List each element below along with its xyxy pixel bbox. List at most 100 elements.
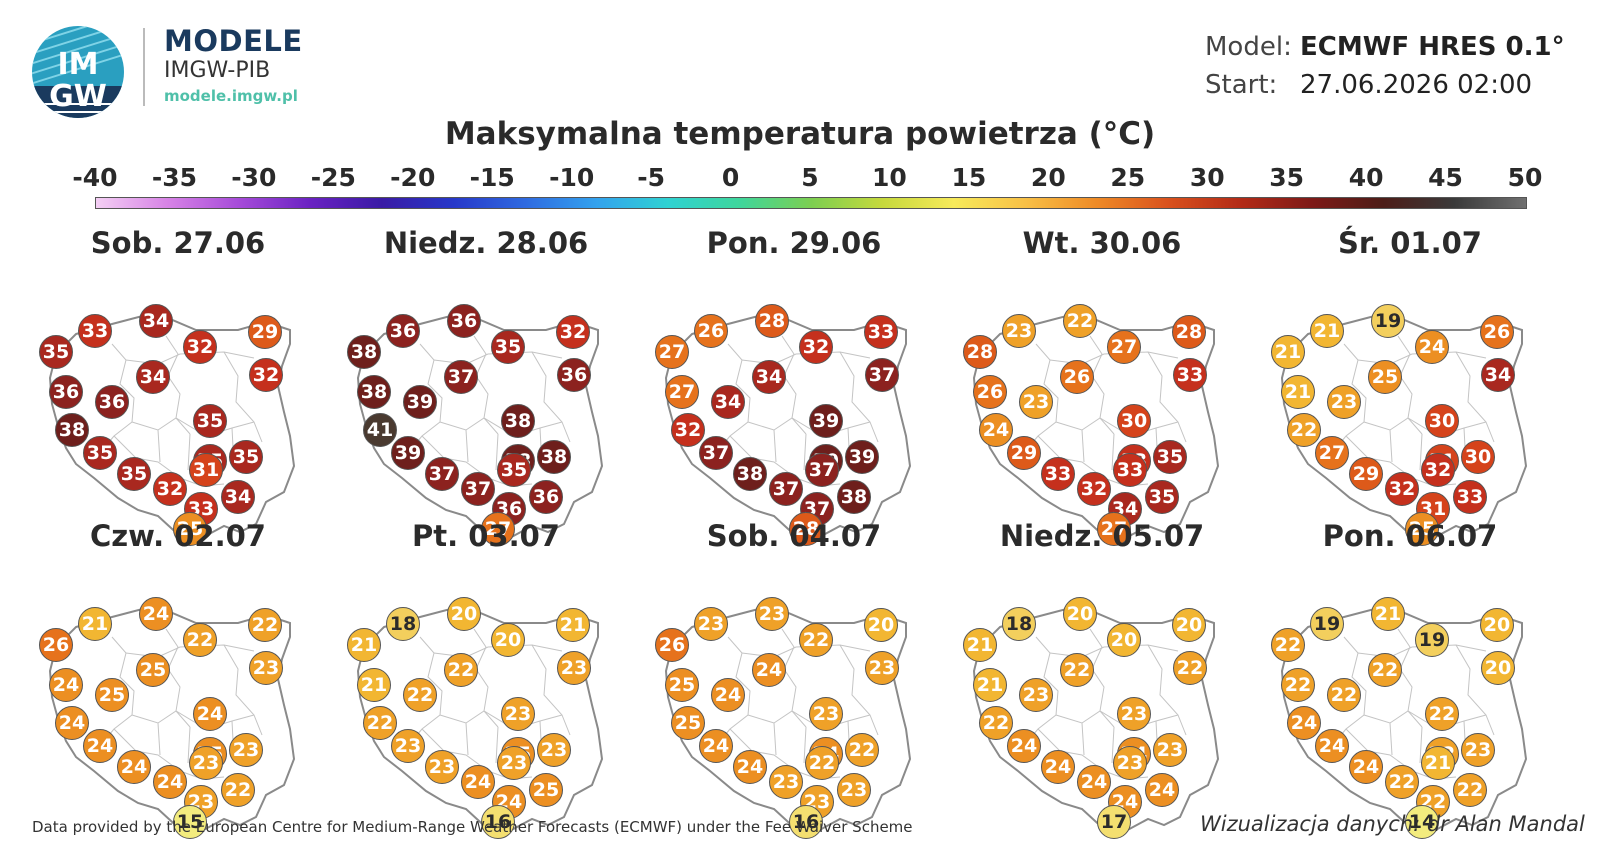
temperature-marker: 15: [173, 805, 207, 839]
colorbar-tick-label: 35: [1269, 163, 1305, 192]
forecast-day-panel: Wt. 30.062823222728332623263033242933323…: [952, 226, 1252, 546]
temperature-marker: 36: [49, 375, 83, 409]
temperature-marker: 38: [501, 404, 535, 438]
panel-date-title: Wt. 30.06: [1022, 226, 1182, 260]
temperature-marker: 24: [139, 597, 173, 631]
temperature-marker: 38: [537, 440, 571, 474]
temperature-marker: 23: [694, 607, 728, 641]
forecast-day-panel: Pon. 06.07221921192020222222222224242422…: [1260, 519, 1560, 839]
temperature-marker: 38: [347, 335, 381, 369]
temperature-marker: 30: [1461, 440, 1495, 474]
temperature-marker: 37: [461, 472, 495, 506]
panel-date-title: Sob. 27.06: [90, 226, 266, 260]
region-border: [439, 710, 563, 730]
temperature-marker: 25: [665, 668, 699, 702]
temperature-marker: 37: [425, 457, 459, 491]
temperature-marker: 19: [1415, 623, 1449, 657]
temperature-marker: 27: [1107, 330, 1141, 364]
temperature-marker: 23: [557, 651, 591, 685]
temperature-marker: 24: [733, 750, 767, 784]
temperature-marker: 25: [529, 773, 563, 807]
region-border: [781, 628, 807, 728]
region-border: [839, 644, 879, 736]
temperature-marker: 23: [189, 746, 223, 780]
panel-date-title: Sob. 04.07: [706, 519, 882, 553]
brand-url[interactable]: modele.imgw.pl: [164, 87, 298, 105]
temperature-marker: 35: [193, 404, 227, 438]
temperature-marker: 37: [699, 436, 733, 470]
temperature-marker: 38: [733, 457, 767, 491]
temperature-marker: 20: [491, 623, 525, 657]
temperature-marker: 25: [95, 678, 129, 712]
forecast-day-panel: Niedz. 28.063836363532363839373838413937…: [336, 226, 636, 546]
temperature-marker: 38: [837, 480, 871, 514]
colorbar-tick-label: 20: [1030, 163, 1066, 192]
temperature-marker: 21: [1310, 314, 1344, 348]
forecast-day-panel: Sob. 04.07262323222023252424232425242423…: [644, 519, 944, 839]
temperature-marker: 24: [83, 729, 117, 763]
temperature-marker: 36: [529, 480, 563, 514]
temperature-marker: 26: [655, 628, 689, 662]
temperature-marker: 24: [153, 765, 187, 799]
temperature-marker: 27: [481, 512, 515, 546]
temperature-marker: 21: [78, 607, 112, 641]
temperature-marker: 24: [699, 729, 733, 763]
temperature-marker: 18: [1002, 607, 1036, 641]
temperature-colorbar: [95, 197, 1527, 209]
temperature-marker: 29: [248, 315, 282, 349]
temperature-marker: 23: [769, 765, 803, 799]
temperature-marker: 22: [403, 678, 437, 712]
forecast-day-panel: Pt. 03.072118202021232122222325222323242…: [336, 519, 636, 839]
region-border: [1455, 351, 1495, 443]
colorbar-tick-label: -25: [310, 163, 356, 192]
colorbar-tick-label: -10: [549, 163, 595, 192]
temperature-marker: 20: [447, 597, 481, 631]
temperature-marker: 32: [799, 330, 833, 364]
temperature-marker: 22: [845, 733, 879, 767]
temperature-marker: 23: [501, 697, 535, 731]
temperature-marker: 22: [248, 608, 282, 642]
temperature-marker: 18: [386, 607, 420, 641]
temperature-marker: 32: [556, 315, 590, 349]
temperature-marker: 29: [1007, 436, 1041, 470]
temperature-marker: 35: [117, 457, 151, 491]
colorbar-tick-label: -30: [231, 163, 277, 192]
temperature-marker: 34: [139, 304, 173, 338]
temperature-marker: 26: [1480, 315, 1514, 349]
temperature-marker: 22: [1287, 413, 1321, 447]
temperature-marker: 36: [95, 385, 129, 419]
data-credit: Data provided by the European Centre for…: [32, 818, 913, 836]
region-border: [1455, 644, 1495, 736]
temperature-marker: 24: [55, 706, 89, 740]
temperature-marker: 27: [1315, 436, 1349, 470]
temperature-marker: 21: [963, 628, 997, 662]
temperature-marker: 32: [249, 358, 283, 392]
start-value: 27.06.2026 02:00: [1300, 70, 1533, 100]
temperature-marker: 24: [1145, 773, 1179, 807]
temperature-marker: 35: [491, 330, 525, 364]
region-border: [1363, 710, 1487, 730]
temperature-marker: 22: [1453, 773, 1487, 807]
temperature-marker: 36: [557, 358, 591, 392]
temperature-marker: 14: [1405, 805, 1439, 839]
colorbar-tick-label: 30: [1189, 163, 1225, 192]
temperature-marker: 23: [1153, 733, 1187, 767]
brand-subtitle: IMGW-PIB: [164, 58, 271, 83]
svg-text:IM: IM: [57, 47, 98, 82]
forecast-day-panel: Pon. 29.06272628323337273434393932373837…: [644, 226, 944, 546]
temperature-marker: 24: [461, 765, 495, 799]
temperature-marker: 33: [1173, 358, 1207, 392]
temperature-marker: 34: [136, 360, 170, 394]
colorbar-tick-label: 0: [721, 163, 740, 192]
temperature-marker: 24: [49, 668, 83, 702]
temperature-marker: 23: [1117, 697, 1151, 731]
panel-date-title: Czw. 02.07: [90, 519, 266, 553]
region-border: [439, 417, 563, 437]
temperature-marker: 28: [1172, 315, 1206, 349]
temperature-marker: 26: [694, 314, 728, 348]
temperature-marker: 22: [1271, 628, 1305, 662]
temperature-marker: 16: [789, 805, 823, 839]
temperature-marker: 24: [1415, 330, 1449, 364]
temperature-marker: 23: [1019, 385, 1053, 419]
chart-title: Maksymalna temperatura powietrza (°C): [444, 116, 1156, 152]
